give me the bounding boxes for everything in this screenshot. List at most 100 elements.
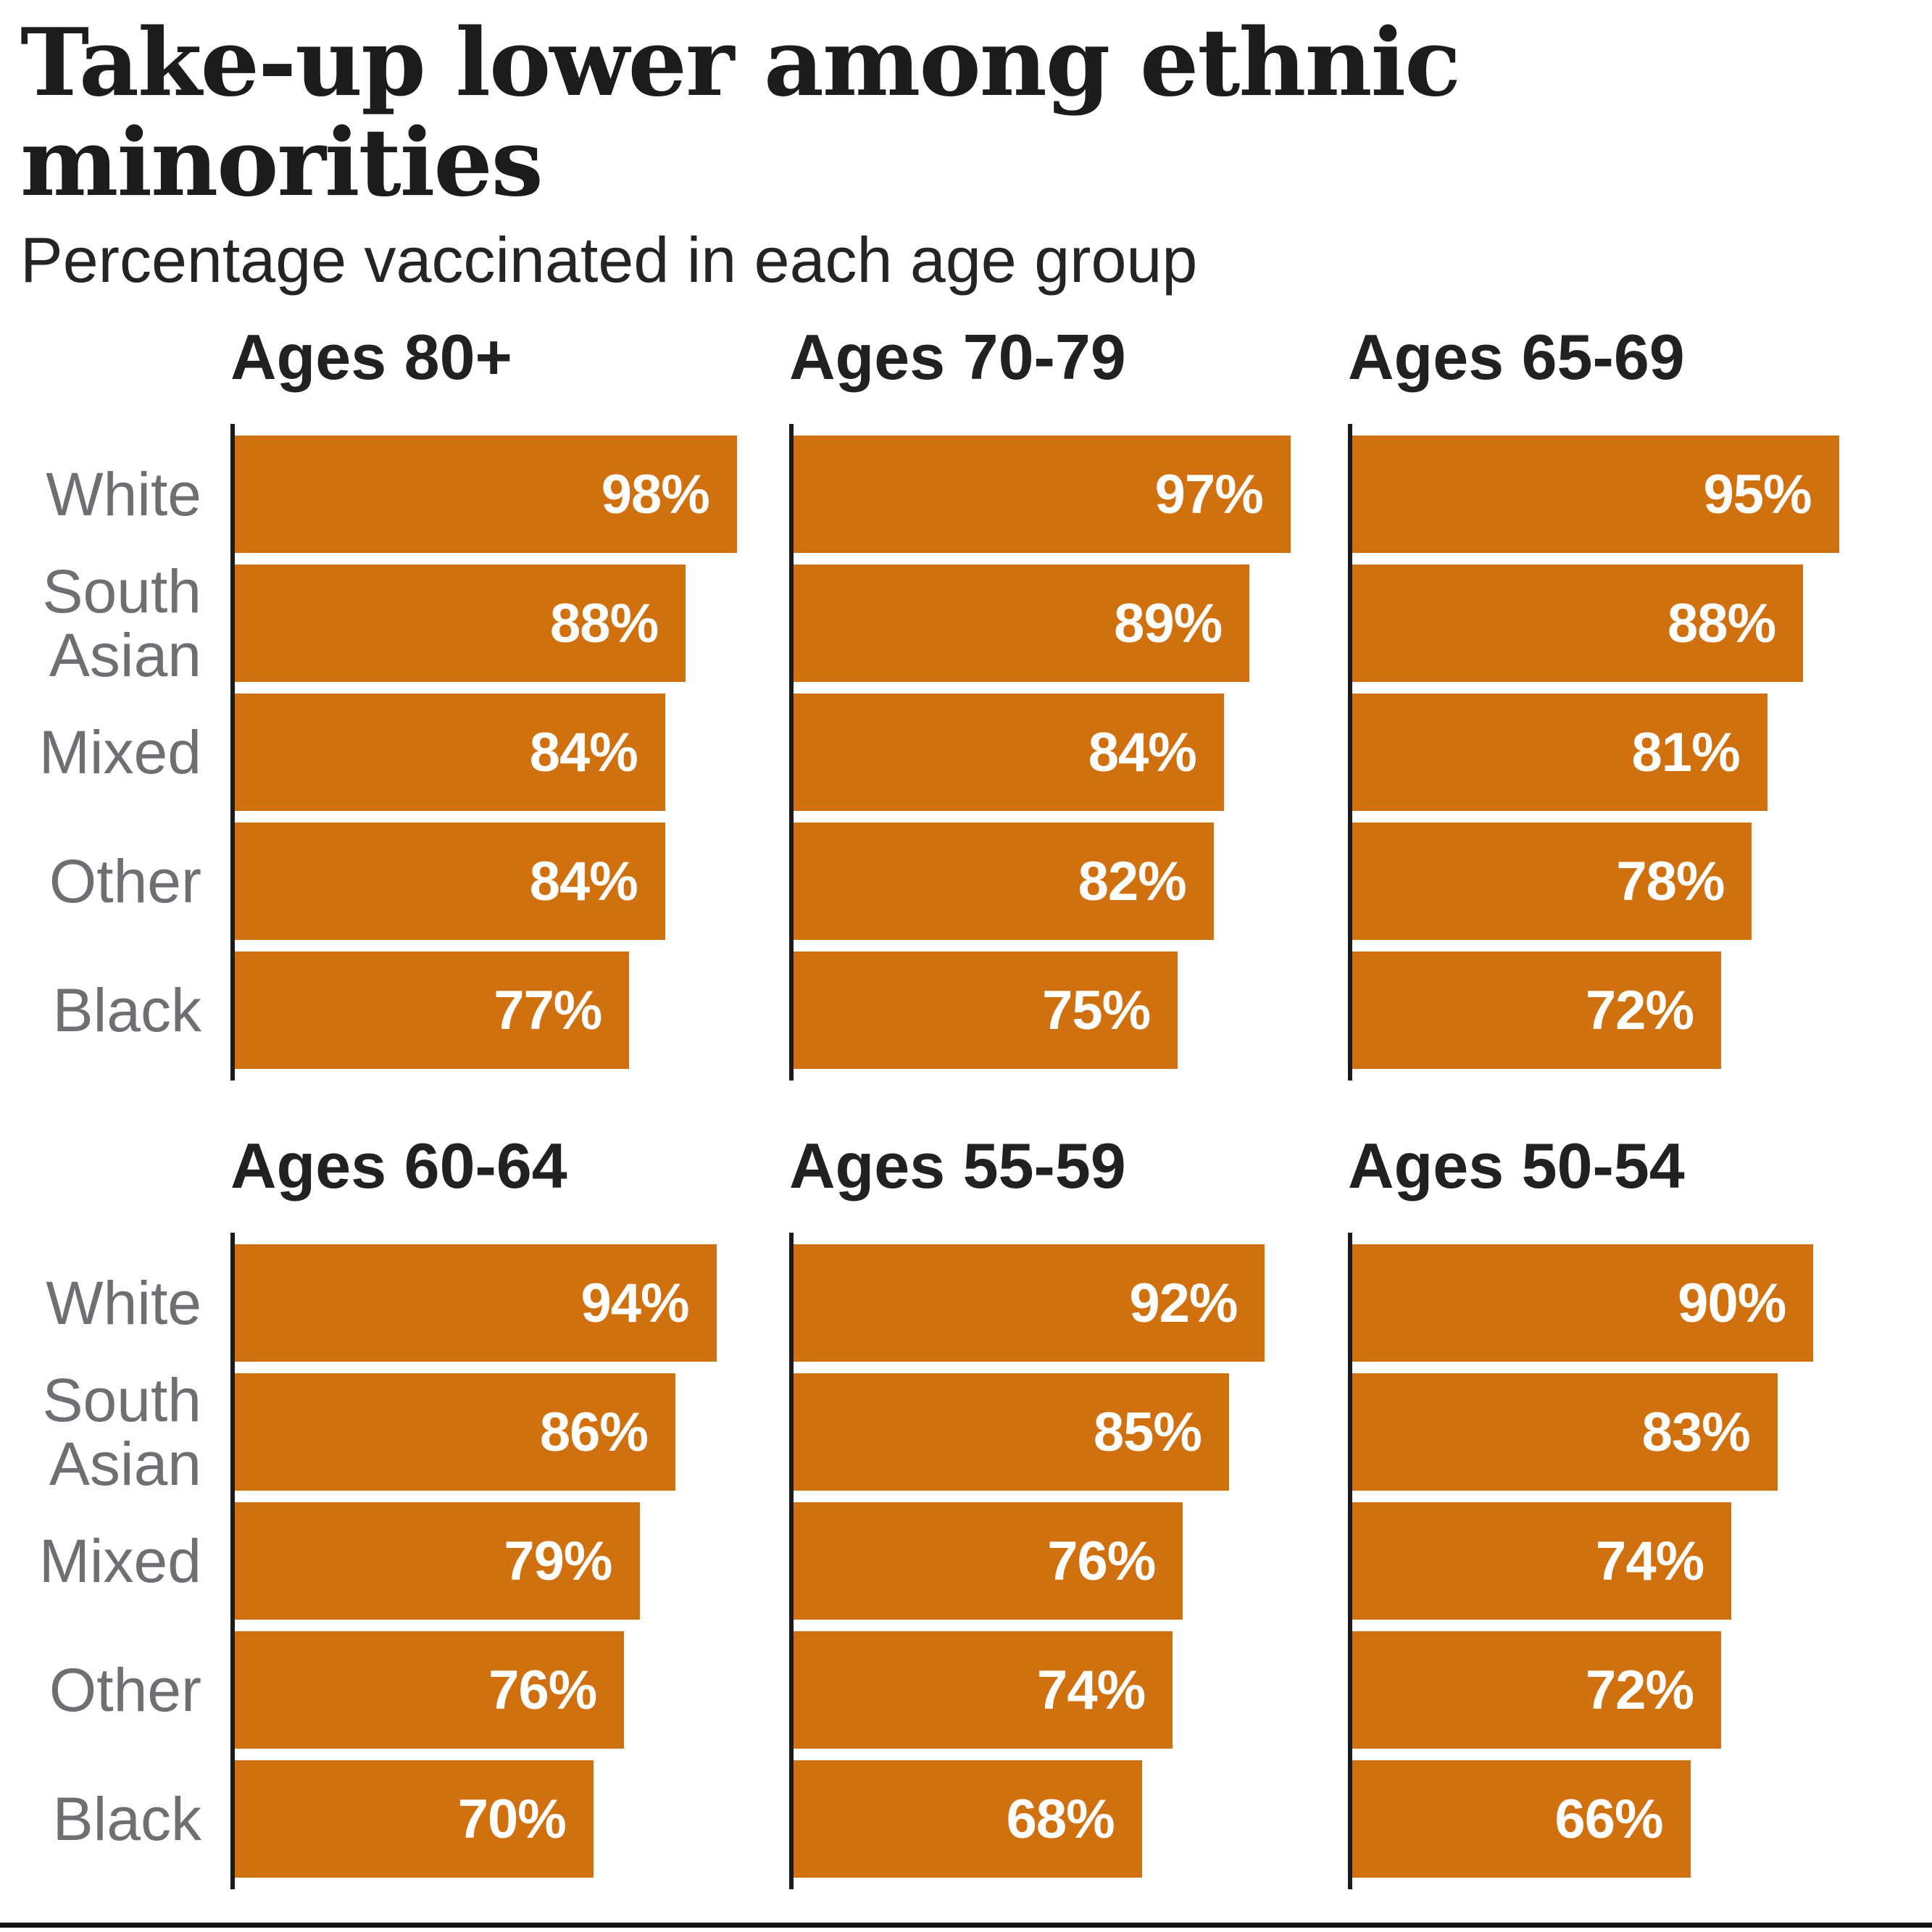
- bar: 74%: [794, 1631, 1173, 1749]
- panel-title: Ages 55-59: [789, 1130, 1126, 1202]
- panel-ages-70-79: Ages 70-79 97% 89% 84% 82% 75%: [789, 321, 1348, 1081]
- panel-plot-area: 95% 88% 81% 78% 72%: [1348, 424, 1865, 1081]
- panel-title: Ages 70-79: [789, 321, 1126, 394]
- bar: 77%: [235, 952, 630, 1070]
- category-label: Black: [52, 1784, 201, 1853]
- labels-spacer: [20, 424, 201, 436]
- panel-plot-area: 98% 88% 84% 84% 77%: [230, 424, 747, 1081]
- bar-value-label: 88%: [1667, 592, 1776, 654]
- category-label: Black: [52, 975, 201, 1044]
- panel-ages-60-64: Ages 60-64 94% 86% 79% 76% 70%: [230, 1130, 789, 1890]
- panel-ages-80+: Ages 80+ 98% 88% 84% 84% 77%: [230, 321, 789, 1081]
- bar-value-label: 95%: [1703, 463, 1812, 525]
- bar-value-label: 76%: [488, 1659, 597, 1721]
- bar-value-label: 66%: [1554, 1788, 1663, 1850]
- bar: 72%: [1352, 952, 1722, 1070]
- bar-value-label: 84%: [529, 721, 638, 783]
- chart-subtitle: Percentage vaccinated in each age group: [20, 224, 1198, 296]
- bar-value-label: 72%: [1585, 979, 1694, 1041]
- panel-title: Ages 60-64: [230, 1130, 567, 1202]
- chart-footer: Source: OpenSAFELY analysis of NHS data …: [0, 1923, 1932, 1932]
- category-label: South Asian: [42, 1365, 201, 1499]
- bar-value-label: 68%: [1006, 1788, 1115, 1850]
- bar-value-label: 88%: [550, 592, 659, 654]
- bar: 66%: [1352, 1760, 1691, 1878]
- bar: 88%: [235, 565, 686, 683]
- panel-title: Ages 50-54: [1348, 1130, 1685, 1202]
- chart-row-2: White South Asian Mixed Other Black Ages 60-6…: [20, 1130, 1912, 1890]
- small-multiples-grid: White South Asian Mixed Other Black Ages 80+ 9…: [20, 321, 1912, 1890]
- bar: 95%: [1352, 436, 1839, 554]
- panel-title: Ages 80+: [230, 321, 512, 394]
- bar: 84%: [235, 823, 665, 941]
- bar-value-label: 92%: [1129, 1272, 1238, 1334]
- labels-spacer: [20, 322, 201, 398]
- bar: 86%: [235, 1373, 676, 1491]
- category-label: South Asian: [42, 557, 201, 690]
- bar-value-label: 74%: [1037, 1659, 1146, 1721]
- bar: 79%: [235, 1502, 640, 1620]
- bar: 88%: [1352, 565, 1804, 683]
- bar-value-label: 98%: [601, 463, 710, 525]
- panel-ages-65-69: Ages 65-69 95% 88% 81% 78% 72%: [1348, 321, 1907, 1081]
- category-labels-column: White South Asian Mixed Other Black: [20, 1131, 230, 1878]
- bar-value-label: 94%: [580, 1272, 689, 1334]
- bar-value-label: 70%: [457, 1788, 567, 1850]
- bar: 85%: [794, 1373, 1229, 1491]
- bar: 84%: [235, 694, 665, 812]
- bar-value-label: 84%: [529, 850, 638, 912]
- panel-plot-area: 97% 89% 84% 82% 75%: [789, 424, 1306, 1081]
- page-title: Take-up lower among ethnic minorities: [20, 9, 1461, 218]
- category-label: Other: [49, 1655, 201, 1724]
- bar-value-label: 74%: [1596, 1530, 1704, 1592]
- category-label: Other: [49, 846, 201, 915]
- bar-value-label: 84%: [1088, 721, 1197, 783]
- bar-value-label: 72%: [1585, 1659, 1694, 1721]
- bar-value-label: 82%: [1078, 850, 1187, 912]
- bar: 83%: [1352, 1373, 1778, 1491]
- category-label: Mixed: [38, 717, 201, 786]
- bar: 94%: [235, 1244, 717, 1362]
- bar-value-label: 97%: [1154, 463, 1264, 525]
- panel-plot-area: 92% 85% 76% 74% 68%: [789, 1233, 1306, 1890]
- bar-value-label: 76%: [1047, 1530, 1156, 1592]
- labels-spacer: [20, 1233, 201, 1244]
- bar-value-label: 81%: [1631, 721, 1741, 783]
- bar-value-label: 89%: [1114, 592, 1223, 654]
- bar: 92%: [794, 1244, 1265, 1362]
- panel-ages-50-54: Ages 50-54 90% 83% 74% 72% 66%: [1348, 1130, 1907, 1890]
- bar-value-label: 86%: [539, 1401, 649, 1463]
- category-label: Mixed: [38, 1526, 201, 1595]
- bar: 76%: [235, 1631, 625, 1749]
- bar: 90%: [1352, 1244, 1814, 1362]
- bar: 81%: [1352, 694, 1767, 812]
- bar: 89%: [794, 565, 1250, 683]
- category-label: White: [46, 1268, 201, 1337]
- panel-title: Ages 65-69: [1348, 321, 1685, 394]
- bar: 72%: [1352, 1631, 1722, 1749]
- chart-row-1: White South Asian Mixed Other Black Ages 80+ 9…: [20, 321, 1912, 1081]
- bar: 82%: [794, 823, 1214, 941]
- category-label: White: [46, 459, 201, 528]
- bar: 75%: [794, 952, 1178, 1070]
- labels-spacer: [20, 1131, 201, 1207]
- category-labels-column: White South Asian Mixed Other Black: [20, 322, 230, 1069]
- bar-value-label: 77%: [494, 979, 602, 1041]
- bar: 68%: [794, 1760, 1142, 1878]
- bar-value-label: 78%: [1616, 850, 1725, 912]
- bar: 76%: [794, 1502, 1183, 1620]
- bar: 98%: [235, 436, 737, 554]
- panel-plot-area: 94% 86% 79% 76% 70%: [230, 1233, 747, 1890]
- panel-ages-55-59: Ages 55-59 92% 85% 76% 74% 68%: [789, 1130, 1348, 1890]
- bar: 84%: [794, 694, 1224, 812]
- bar: 70%: [235, 1760, 594, 1878]
- panel-plot-area: 90% 83% 74% 72% 66%: [1348, 1233, 1865, 1890]
- bar: 74%: [1352, 1502, 1732, 1620]
- bar: 78%: [1352, 823, 1752, 941]
- bar-value-label: 79%: [504, 1530, 612, 1592]
- bar-value-label: 83%: [1641, 1401, 1751, 1463]
- bar-value-label: 90%: [1678, 1272, 1786, 1334]
- bar-value-label: 75%: [1042, 979, 1151, 1041]
- footer-divider: [0, 1923, 1932, 1928]
